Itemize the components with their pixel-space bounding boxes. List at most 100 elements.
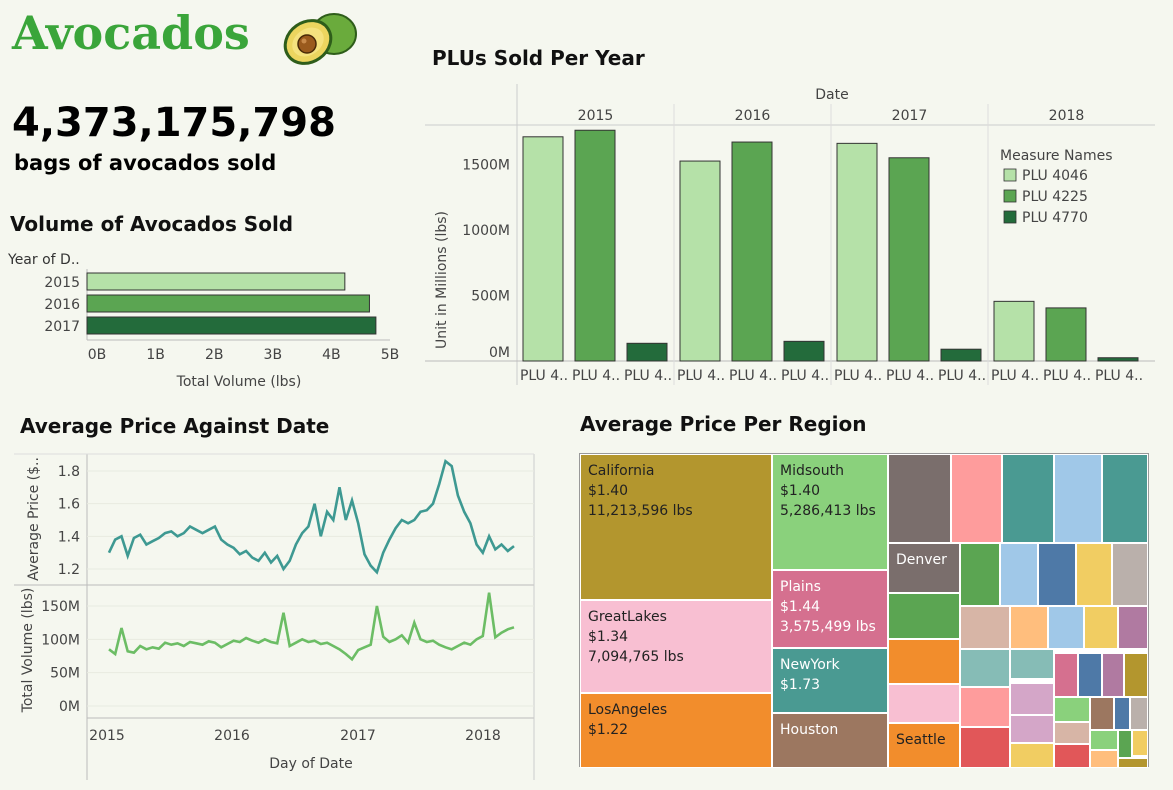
treemap-cell[interactable] <box>1054 454 1102 543</box>
treemap-cell-greatlakes[interactable]: GreatLakes $1.34 7,094,765 lbs <box>580 600 772 693</box>
treemap-cell[interactable] <box>1118 758 1148 768</box>
row-header: Year of D.. <box>7 252 80 268</box>
treemap-cell[interactable] <box>888 593 960 639</box>
bar-2018-plu4225[interactable] <box>1045 307 1087 362</box>
volume-tick-label: 50M <box>50 666 80 682</box>
bar-2017-plu4225[interactable] <box>888 157 930 362</box>
treemap-cell[interactable] <box>1084 606 1118 649</box>
treemap-cell-seattle[interactable]: Seattle <box>888 723 960 768</box>
treemap-cell[interactable] <box>1078 653 1102 697</box>
treemap-cell[interactable] <box>960 687 1010 727</box>
treemap-cell[interactable] <box>888 454 951 543</box>
treemap-cell[interactable] <box>1010 683 1054 715</box>
treemap-cell[interactable] <box>1054 653 1078 697</box>
x-tick-label: PLU 4.. <box>991 368 1039 384</box>
year-header-2016: 2016 <box>735 108 771 124</box>
treemap-cell[interactable] <box>960 727 1010 768</box>
bar-2015-plu4225[interactable] <box>574 129 616 362</box>
price-tick-label: 1.2 <box>58 562 80 578</box>
region-price: $1.44 <box>780 599 821 615</box>
price-tick-label: 1.4 <box>58 529 80 545</box>
region-name: Houston <box>780 722 839 738</box>
x-tick-label: 5B <box>381 347 400 363</box>
treemap-cell[interactable] <box>1054 722 1090 744</box>
x-tick-label: PLU 4.. <box>834 368 882 384</box>
column-header: Date <box>815 87 848 103</box>
legend-item-plu4770[interactable]: PLU 4770 <box>1022 210 1088 226</box>
treemap-cell[interactable] <box>1112 543 1148 606</box>
treemap-cell[interactable] <box>1102 653 1124 697</box>
region-name: Seattle <box>896 732 946 748</box>
bar-2018-plu4770[interactable] <box>1097 357 1139 362</box>
treemap-cell[interactable] <box>1090 730 1118 750</box>
bar-2017-plu4046[interactable] <box>836 142 878 362</box>
plu-chart-title: PLUs Sold Per Year <box>432 46 645 70</box>
volume-bar-2016[interactable] <box>86 294 370 313</box>
treemap-cell[interactable] <box>1010 606 1048 649</box>
treemap-cell-california[interactable]: California $1.40 11,213,596 lbs <box>580 454 772 600</box>
treemap-cell[interactable] <box>1090 750 1118 768</box>
treemap-cell[interactable] <box>1114 697 1130 730</box>
treemap-cell[interactable] <box>1124 653 1148 697</box>
region-name: Denver <box>896 552 947 568</box>
year-label: 2016 <box>44 297 80 313</box>
treemap-cell[interactable] <box>1132 730 1148 756</box>
volume-tick-label: 150M <box>41 599 80 615</box>
y-axis-label: Unit in Millions (lbs) <box>434 211 450 349</box>
bar-2015-plu4770[interactable] <box>626 342 668 362</box>
x-tick-label: 2017 <box>340 728 376 744</box>
treemap-cell-midsouth[interactable]: Midsouth $1.40 5,286,413 lbs <box>772 454 888 570</box>
treemap-cell-losangeles[interactable]: LosAngeles $1.22 <box>580 693 772 768</box>
treemap-cell[interactable] <box>888 684 960 723</box>
region-name: California <box>588 463 655 479</box>
bar-2017-plu4770[interactable] <box>940 348 982 362</box>
y-tick-label: 500M <box>471 288 510 304</box>
legend-item-plu4225[interactable]: PLU 4225 <box>1022 189 1088 205</box>
treemap-cell[interactable] <box>960 543 1000 606</box>
x-tick-label: PLU 4.. <box>886 368 934 384</box>
treemap-cell[interactable] <box>1054 744 1090 768</box>
treemap-cell[interactable] <box>1076 543 1112 606</box>
treemap-cell[interactable] <box>951 454 1002 543</box>
x-tick-label: PLU 4.. <box>624 368 672 384</box>
treemap-cell-plains[interactable]: Plains $1.44 3,575,499 lbs <box>772 570 888 648</box>
treemap-cell[interactable] <box>1010 715 1054 743</box>
treemap-cell[interactable] <box>1054 697 1090 722</box>
legend-item-plu4046[interactable]: PLU 4046 <box>1022 168 1088 184</box>
year-label: 2017 <box>44 319 80 335</box>
region-name: Midsouth <box>780 463 844 479</box>
treemap-cell[interactable] <box>1002 454 1054 543</box>
treemap-cell[interactable] <box>1118 730 1132 758</box>
volume-bar-2015[interactable] <box>86 272 346 291</box>
treemap-cell-newyork[interactable]: NewYork $1.73 <box>772 648 888 713</box>
treemap-cell[interactable] <box>1048 606 1084 649</box>
avocado-icon <box>283 13 357 65</box>
treemap-cell[interactable] <box>960 606 1010 649</box>
treemap-cell[interactable] <box>1010 743 1054 768</box>
volume-chart-title: Volume of Avocados Sold <box>10 212 294 236</box>
treemap-cell[interactable] <box>888 639 960 684</box>
treemap-cell[interactable] <box>960 649 1010 687</box>
bar-2018-plu4046[interactable] <box>993 300 1035 362</box>
x-axis-label: Total Volume (lbs) <box>176 374 302 390</box>
bar-2016-plu4770[interactable] <box>783 340 825 362</box>
region-name: Plains <box>780 579 821 595</box>
bar-2016-plu4225[interactable] <box>731 141 773 362</box>
x-tick-label: 4B <box>322 347 341 363</box>
app-title: Avocados <box>12 6 250 60</box>
treemap-cell[interactable] <box>1038 543 1076 606</box>
treemap-cell[interactable] <box>1090 697 1114 730</box>
treemap-cell-houston[interactable]: Houston <box>772 713 888 768</box>
bar-2016-plu4046[interactable] <box>679 160 721 362</box>
volume-bar-chart: Year of D.. 2015 2016 2017 0B 1B 2B 3B 4B 5B Tot… <box>7 252 400 390</box>
price-volume-line-chart: Average Price ($.. Total Volume (lbs) 1.… <box>14 453 535 780</box>
treemap-cell[interactable] <box>1118 606 1148 649</box>
volume-bar-2017[interactable] <box>86 316 377 335</box>
bar-2015-plu4046[interactable] <box>522 136 564 362</box>
treemap-cell[interactable] <box>1130 697 1148 730</box>
treemap-cell[interactable] <box>1000 543 1038 606</box>
treemap-cell[interactable] <box>1102 454 1148 543</box>
treemap-cell[interactable] <box>1010 649 1054 679</box>
treemap-cell-denver[interactable]: Denver <box>888 543 960 593</box>
x-axis-label: Day of Date <box>269 756 353 772</box>
